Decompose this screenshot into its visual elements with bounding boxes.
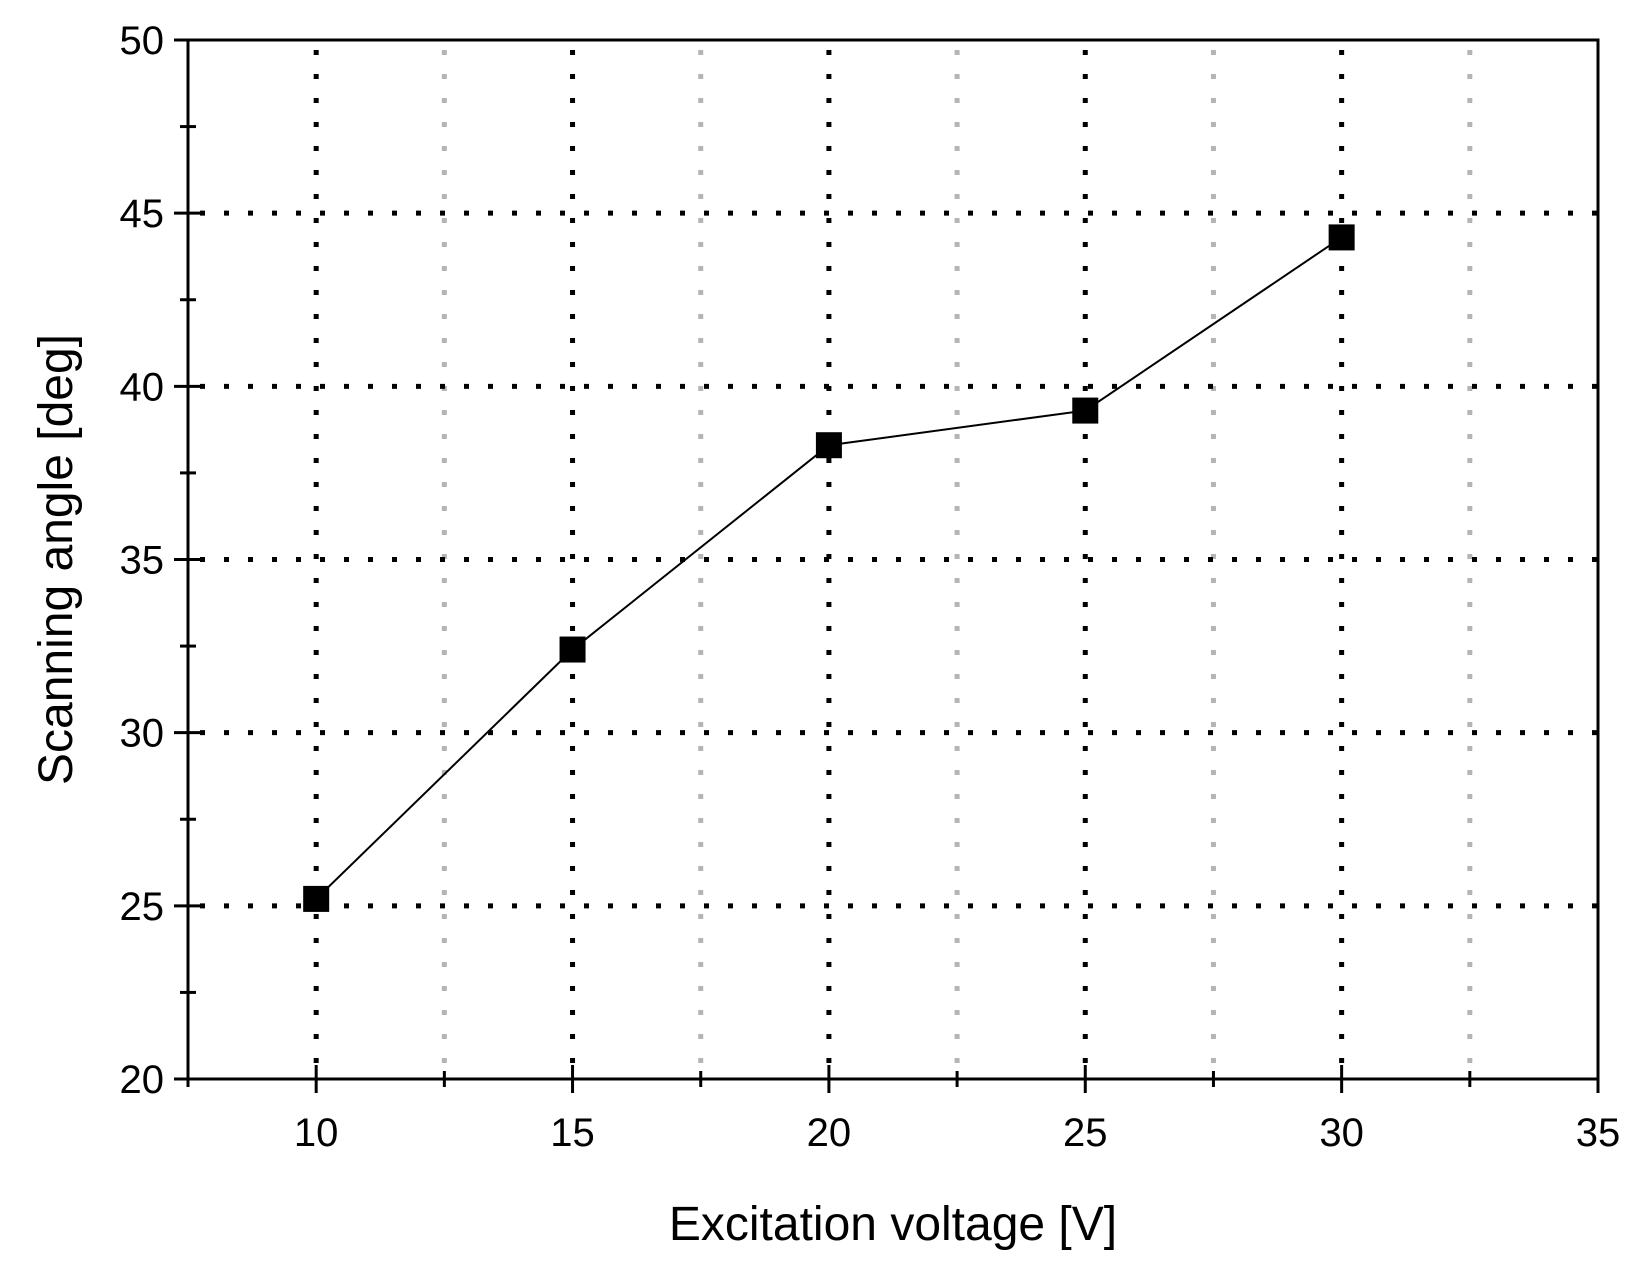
y-tick-label: 45 bbox=[120, 192, 165, 236]
data-point-marker bbox=[559, 636, 586, 663]
y-tick-label: 25 bbox=[120, 885, 165, 929]
series-line bbox=[315, 236, 1343, 900]
y-tick-label: 50 bbox=[120, 19, 165, 63]
x-axis-title: Excitation voltage [V] bbox=[669, 1198, 1117, 1251]
minor-grid bbox=[441, 40, 1473, 1079]
plot-frame bbox=[186, 38, 1600, 1081]
x-tick-label: 10 bbox=[294, 1111, 339, 1155]
x-tick-label: 20 bbox=[807, 1111, 852, 1155]
axis-ticks bbox=[174, 38, 1600, 1093]
y-tick-label: 20 bbox=[120, 1058, 165, 1102]
y-tick-label: 35 bbox=[120, 539, 165, 583]
x-tick-label: 35 bbox=[1576, 1111, 1621, 1155]
data-point-marker bbox=[815, 432, 842, 459]
x-tick-label: 25 bbox=[1063, 1111, 1108, 1155]
y-tick-label: 30 bbox=[120, 712, 165, 756]
tick-labels: 10 15 20 25 30 35 20 25 30 35 40 45 50 bbox=[120, 19, 1621, 1155]
data-point-marker bbox=[303, 885, 330, 912]
data-point-marker bbox=[1072, 397, 1099, 424]
major-grid bbox=[188, 40, 1598, 1079]
x-tick-label: 15 bbox=[550, 1111, 595, 1155]
y-tick-label: 40 bbox=[120, 365, 165, 409]
series-layer bbox=[303, 224, 1355, 912]
x-tick-label: 30 bbox=[1319, 1111, 1364, 1155]
y-axis-title: Scanning angle [deg] bbox=[30, 334, 83, 785]
data-point-marker bbox=[1328, 224, 1355, 251]
